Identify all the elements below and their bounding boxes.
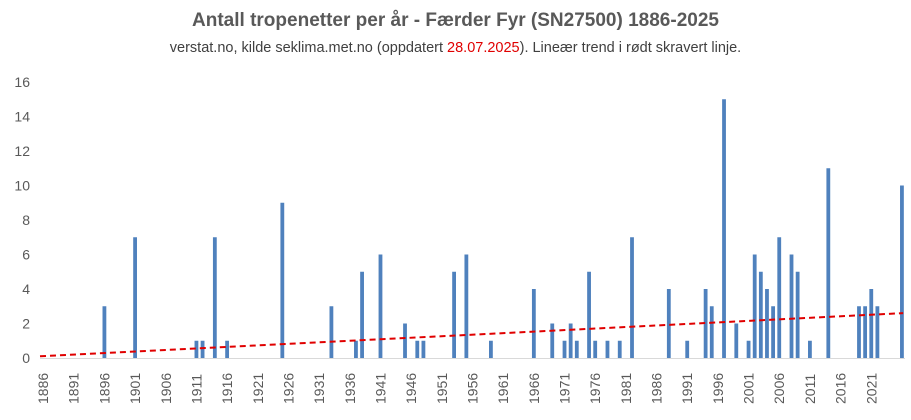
y-tick-label: 10 — [14, 178, 30, 194]
bar — [574, 340, 579, 358]
bar — [403, 323, 407, 358]
bar — [795, 271, 800, 358]
bar — [752, 254, 757, 358]
bar — [194, 340, 199, 358]
bar — [354, 340, 358, 358]
bar — [102, 306, 107, 358]
x-tick-label: 1986 — [649, 373, 665, 404]
x-tick-label: 1996 — [710, 373, 726, 404]
chart-subtitle: verstat.no, kilde seklima.met.no (oppdat… — [0, 40, 911, 56]
y-tick-label: 0 — [22, 350, 30, 366]
x-tick-label: 1991 — [679, 373, 695, 404]
x-tick-label: 1911 — [188, 374, 204, 404]
x-tick-label: 2011 — [802, 374, 818, 404]
x-tick-label: 1916 — [219, 373, 235, 404]
x-tick-label: 1966 — [526, 373, 542, 404]
bar — [630, 237, 634, 358]
y-tick-label: 14 — [14, 109, 30, 125]
x-tick-label: 1891 — [66, 373, 82, 404]
x-tick-label: 1946 — [403, 373, 419, 404]
bar — [709, 306, 714, 358]
x-tick-label: 1926 — [280, 373, 296, 404]
x-tick-label: 1976 — [587, 373, 603, 404]
x-tick-label: 1981 — [618, 373, 634, 404]
bar — [617, 340, 622, 358]
bar — [464, 254, 469, 358]
bar — [593, 340, 598, 358]
x-tick-label: 1961 — [495, 373, 511, 404]
bar — [875, 306, 880, 358]
x-tick-label: 1886 — [35, 373, 51, 404]
bar — [685, 340, 690, 358]
bar — [568, 323, 573, 358]
bars — [102, 99, 904, 358]
x-tick-label: 1906 — [158, 373, 174, 404]
bar — [758, 271, 763, 358]
bar — [826, 168, 831, 358]
bar — [587, 271, 591, 358]
y-tick-label: 16 — [14, 74, 30, 90]
bar — [771, 306, 776, 358]
bar — [550, 323, 555, 358]
bar — [133, 237, 137, 358]
x-tick-label: 1941 — [372, 373, 388, 404]
bar — [869, 289, 874, 358]
bar — [765, 289, 769, 358]
bar — [415, 340, 420, 358]
bar — [212, 237, 217, 358]
bar — [722, 99, 726, 358]
bar — [900, 185, 904, 358]
bar — [378, 254, 383, 358]
bar — [808, 340, 812, 358]
y-tick-label: 6 — [22, 247, 30, 263]
x-tick-label: 1936 — [342, 373, 358, 404]
bar — [703, 289, 708, 358]
x-tick-label: 1921 — [250, 373, 266, 404]
bar — [452, 271, 456, 358]
bar — [531, 289, 536, 358]
bar — [360, 271, 364, 358]
bar — [225, 340, 230, 358]
x-tick-label: 1951 — [434, 373, 450, 404]
bar — [562, 340, 567, 358]
bar — [421, 340, 426, 358]
x-tick-label: 2006 — [771, 373, 787, 404]
y-tick-label: 12 — [14, 143, 30, 159]
x-tick-label: 2001 — [741, 373, 757, 404]
y-tick-label: 4 — [22, 281, 30, 297]
bar — [746, 340, 751, 358]
subtitle-updated-date: 28.07.2025 — [447, 40, 520, 56]
bar — [200, 340, 205, 358]
y-tick-label: 2 — [22, 316, 30, 332]
trend-line — [39, 312, 904, 358]
x-tick-label: 1971 — [557, 373, 573, 404]
x-tick-label: 2021 — [863, 373, 879, 404]
bar — [734, 323, 739, 358]
x-tick-label: 2016 — [833, 373, 849, 404]
bar — [280, 202, 285, 358]
subtitle-trend-note: ). Lineær trend i rødt skravert linje. — [519, 40, 742, 56]
chart-title: Antall tropenetter per år - Færder Fyr (… — [192, 10, 719, 31]
x-tick-label: 1896 — [96, 373, 112, 404]
x-tick-label: 1931 — [311, 373, 327, 404]
x-tick-label: 1901 — [127, 373, 143, 404]
bar — [605, 340, 610, 358]
subtitle-source: verstat.no, kilde seklima.met.no (oppdat… — [169, 40, 448, 56]
bar — [666, 289, 671, 358]
bar — [489, 340, 493, 358]
bar — [329, 306, 334, 358]
x-axis-ticks: 1886 1891 1896 1901 1906 1911 1916 1921 1926 1931… — [35, 373, 879, 404]
bar — [863, 306, 868, 358]
y-tick-label: 8 — [22, 212, 30, 228]
y-axis-ticks: 0 2 4 6 8 10 12 14 16 — [14, 74, 30, 366]
bar — [777, 237, 782, 358]
bar — [857, 306, 861, 358]
x-tick-label: 1956 — [465, 373, 481, 404]
bar — [789, 254, 794, 358]
